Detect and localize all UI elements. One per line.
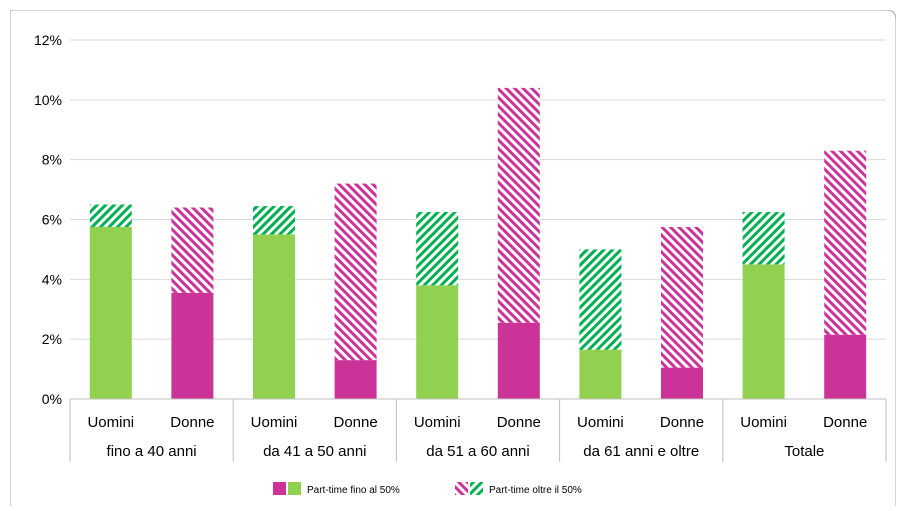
bar-segment-oltre-50 [335,184,377,361]
legend-swatch [273,482,286,495]
stacked-bar-chart: 0%2%4%6%8%10%12% Uomini Donne Uomini Donne U… [10,10,896,506]
bar-segment-fino-50 [498,323,540,399]
bar-segment-fino-50 [90,227,132,399]
x-group-label: da 61 anni e oltre [583,443,699,460]
x-category-label: Uomini [414,414,461,431]
x-category-label: Uomini [577,414,624,431]
x-category-label: Donne [660,414,704,431]
bars [90,88,866,399]
bar-segment-oltre-50 [416,212,458,285]
x-axis: Uomini Donne Uomini Donne Uomini Donne Uomini D… [70,399,886,462]
bar-segment-fino-50 [579,350,621,399]
bar-segment-oltre-50 [824,151,866,335]
x-category-label: Uomini [251,414,298,431]
y-tick-label: 0% [42,391,62,407]
x-group-label: da 51 a 60 anni [426,443,529,460]
y-tick-label: 2% [42,331,62,347]
legend-swatch [455,482,468,495]
bar-segment-fino-50 [335,360,377,399]
x-category-label: Uomini [740,414,787,431]
bar-segment-fino-50 [824,335,866,399]
legend-label: Part-time fino al 50% [307,485,400,496]
legend-swatch [288,482,301,495]
y-tick-label: 4% [42,271,62,287]
y-tick-label: 12% [34,32,62,48]
bar-segment-fino-50 [171,293,213,399]
x-category-label: Donne [497,414,541,431]
x-category-label: Donne [333,414,377,431]
x-group-label: Totale [784,443,824,460]
bar-segment-oltre-50 [743,212,785,264]
chart-container: 0% 2% 4% 6% 8% 10% 12% Uomini Donne Uomini Donne U… [10,10,896,506]
y-axis: 0% 2% 4% 6% 8% 10% 12% [34,32,62,407]
bar-segment-oltre-50 [579,249,621,349]
y-tick-label: 8% [42,152,62,168]
bar-segment-oltre-50 [90,205,132,227]
x-group-label: fino a 40 anni [107,443,197,460]
bar-segment-fino-50 [416,285,458,399]
x-category-label: Uomini [87,414,134,431]
bar-segment-oltre-50 [661,227,703,368]
y-tick-label: 10% [34,92,62,108]
x-category-label: Donne [170,414,214,431]
x-category-label: Donne [823,414,867,431]
bar-segment-oltre-50 [498,88,540,323]
bar-segment-oltre-50 [253,206,295,234]
x-group-label: da 41 a 50 anni [263,443,366,460]
bar-segment-fino-50 [253,234,295,399]
y-tick-label: 6% [42,212,62,228]
bar-segment-fino-50 [743,264,785,399]
legend-label: Part-time oltre il 50% [489,485,582,496]
bar-segment-oltre-50 [171,208,213,293]
bar-segment-fino-50 [661,368,703,399]
legend-swatch [470,482,483,495]
legend: Part-time fino al 50% Part-time oltre il … [273,482,582,496]
